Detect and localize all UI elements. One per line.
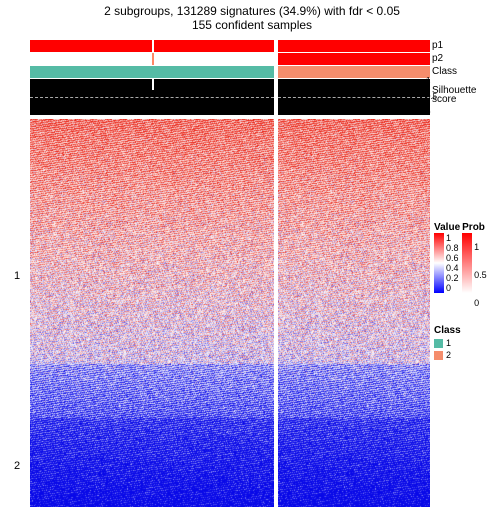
- row-label-2: 2: [14, 460, 20, 472]
- silhouette-band: [30, 79, 430, 115]
- label-class: Class: [432, 66, 457, 77]
- subtitle: 155 confident samples: [0, 18, 504, 36]
- title: 2 subgroups, 131289 signatures (34.9%) w…: [0, 0, 504, 18]
- legend-prob-title: Prob: [462, 222, 487, 233]
- legend-value-title: Value: [434, 222, 460, 233]
- prob-ticks: 10.50: [472, 233, 487, 317]
- legend-class-item: 2: [434, 350, 502, 360]
- value-ticks: 10.80.60.40.20: [444, 233, 459, 293]
- value-colorbar: [434, 233, 444, 293]
- anno-p2: [30, 53, 430, 65]
- legend-area: Value 10.80.60.40.20 Prob 10.50 Class 1 2: [434, 222, 502, 360]
- legend-class-title: Class: [434, 325, 502, 336]
- plot-area: [30, 40, 430, 500]
- anno-p1: [30, 40, 430, 52]
- label-p1: p1: [432, 40, 443, 51]
- silh-tick-1: 1: [426, 76, 430, 85]
- label-silh: Silhouette score: [432, 86, 476, 104]
- heatmap: [30, 119, 430, 507]
- legend-class-item: 1: [434, 338, 502, 348]
- silh-tick-0: 0: [426, 108, 430, 117]
- prob-colorbar: [462, 233, 472, 293]
- anno-class: [30, 66, 430, 78]
- silh-tick-05: 0.5: [426, 92, 437, 101]
- label-p2: p2: [432, 53, 443, 64]
- row-label-1: 1: [14, 270, 20, 282]
